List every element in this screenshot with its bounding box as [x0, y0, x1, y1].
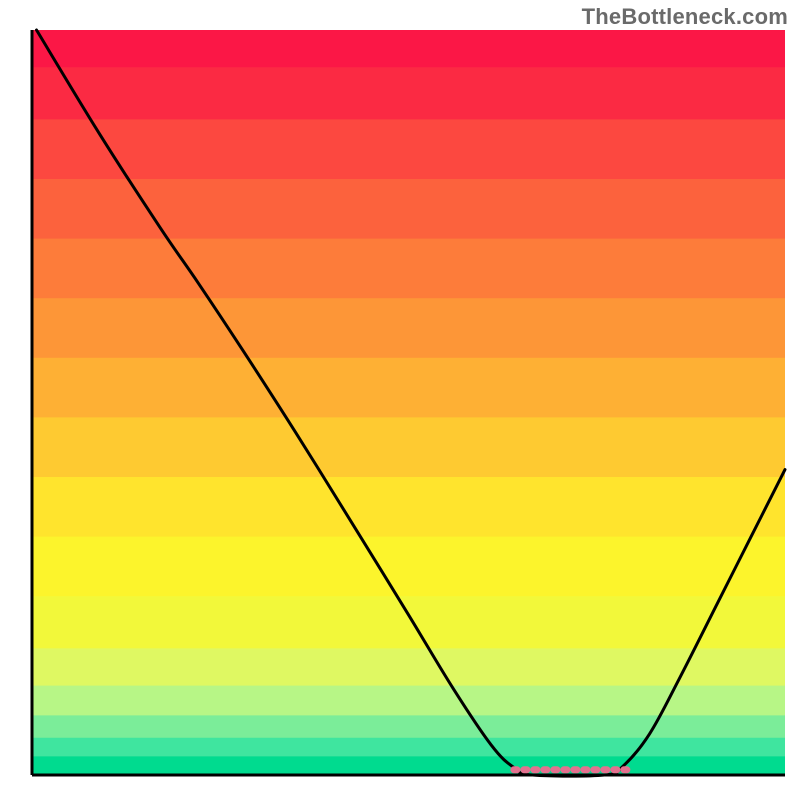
chart-container: { "watermark": { "text": "TheBottleneck.…	[0, 0, 800, 800]
bottleneck-chart	[0, 0, 800, 800]
gradient-background	[32, 30, 785, 776]
watermark-text: TheBottleneck.com	[582, 4, 788, 30]
